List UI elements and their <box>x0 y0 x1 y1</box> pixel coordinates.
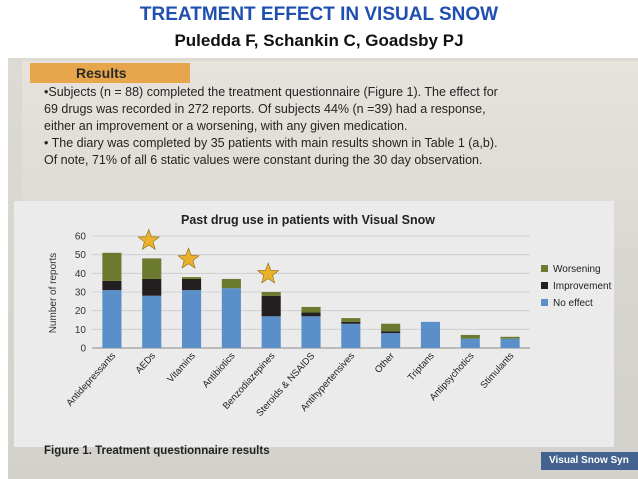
legend-swatch <box>541 299 548 306</box>
results-line: either an improvement or a worsening, wi… <box>44 119 408 133</box>
star-icon <box>137 228 161 251</box>
legend-swatch <box>541 282 548 289</box>
results-line: 69 drugs was recorded in 272 reports. Of… <box>44 102 486 116</box>
x-category-label: AEDs <box>134 350 159 376</box>
results-text: •Subjects (n = 88) completed the treatme… <box>44 84 636 169</box>
visual-snow-badge: Visual Snow Syn <box>541 452 638 470</box>
x-category-label: Vitamins <box>165 350 198 384</box>
y-axis-ticks: 0 10 20 30 40 50 60 <box>75 232 87 355</box>
bar-segment-worsening <box>181 277 202 279</box>
results-heading: Results <box>30 63 190 83</box>
star-icon <box>177 247 200 269</box>
bar-segment-worsening <box>102 252 122 281</box>
x-category-label: Other <box>373 351 397 376</box>
star-icon <box>256 262 280 284</box>
legend-swatch <box>541 265 548 272</box>
x-category-label: Antidepressants <box>64 350 118 408</box>
bar-segment-worsening <box>341 318 361 322</box>
slide-title: TREATMENT EFFECT IN VISUAL SNOW <box>139 4 499 25</box>
legend-label: No effect <box>553 298 593 309</box>
bar-segment-no-effect <box>500 338 520 348</box>
y-tick-label: 60 <box>75 232 87 243</box>
bar-segment-no-effect <box>142 295 162 348</box>
y-axis-label: Number of reports <box>48 253 59 334</box>
bar-segment-improvement <box>142 278 162 296</box>
x-category-label: Triptans <box>406 350 437 383</box>
x-axis-categories: Antidepressants AEDs Vitamins AntibioticsBe… <box>64 350 516 418</box>
bar-segment-worsening <box>301 306 321 313</box>
figure-caption: Figure 1. Treatment questionnaire result… <box>44 445 270 457</box>
stars <box>137 228 280 284</box>
x-category-label: Antibiotics <box>200 350 237 390</box>
legend-label: Improvement <box>553 281 612 292</box>
bar-segment-worsening <box>261 292 281 296</box>
bar-segment-improvement <box>102 280 122 291</box>
bar-segment-improvement <box>181 278 202 291</box>
bar-segment-no-effect <box>341 323 361 348</box>
bar-segment-no-effect <box>221 288 241 348</box>
bar-segment-improvement <box>381 331 401 334</box>
bar-segment-no-effect <box>261 316 281 348</box>
bar-segment-no-effect <box>420 321 441 348</box>
y-tick-label: 30 <box>75 288 87 299</box>
bar-segment-no-effect <box>301 316 321 348</box>
slide-header: TREATMENT EFFECT IN VISUAL SNOW Puledda … <box>0 0 638 56</box>
legend: Worsening Improvement No effect <box>541 264 612 309</box>
bar-segment-improvement <box>261 295 281 317</box>
bar-segment-worsening <box>460 334 480 339</box>
y-tick-label: 20 <box>75 306 87 317</box>
results-line: • The diary was completed by 35 patients… <box>44 136 498 150</box>
bar-segment-worsening <box>500 336 520 339</box>
bar-segment-no-effect <box>102 290 122 348</box>
bar-segment-no-effect <box>181 290 202 348</box>
y-tick-label: 50 <box>75 250 87 261</box>
bar-segment-no-effect <box>460 338 480 348</box>
bar-segment-improvement <box>301 312 321 317</box>
bar-segment-worsening <box>221 278 241 289</box>
results-line: •Subjects (n = 88) completed the treatme… <box>44 85 498 99</box>
bar-segment-worsening <box>381 323 401 332</box>
bar-segment-improvement <box>341 321 361 324</box>
bars <box>102 252 520 348</box>
y-tick-label: 0 <box>80 344 86 355</box>
x-category-label: Stimulants <box>478 350 516 391</box>
results-line: Of note, 71% of all 6 static values were… <box>44 153 483 167</box>
y-tick-label: 10 <box>75 325 87 336</box>
y-tick-label: 40 <box>75 269 87 280</box>
legend-label: Worsening <box>553 264 601 275</box>
bar-segment-worsening <box>142 258 162 279</box>
chart-title: Past drug use in patients with Visual Sn… <box>181 213 435 227</box>
bar-segment-no-effect <box>381 333 401 348</box>
slide-authors: Puledda F, Schankin C, Goadsby PJ <box>174 31 464 50</box>
